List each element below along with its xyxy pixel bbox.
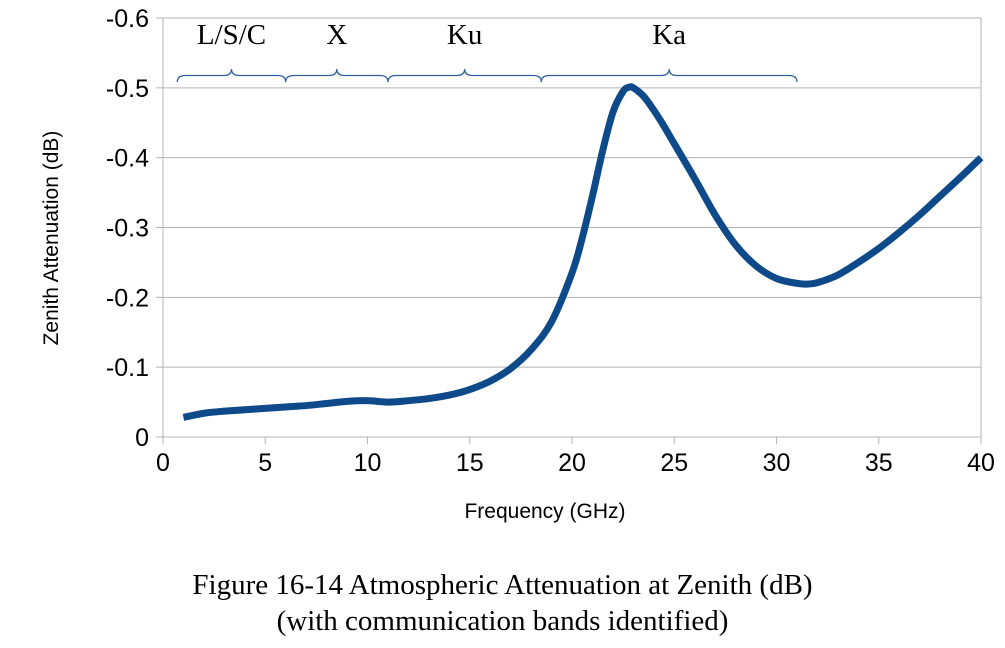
band-brace bbox=[387, 68, 542, 83]
attenuation-chart: 0 -0.1 -0.2 -0.3 -0.4 -0.5 -0.6 0 5 10 15 20 25 30 35… bbox=[40, 5, 995, 523]
band-braces: L/S/C X Ku Ka bbox=[176, 19, 798, 83]
band-label: Ka bbox=[652, 19, 686, 51]
figure-caption-line1: Figure 16-14 Atmospheric Attenuation at … bbox=[192, 569, 813, 601]
series-group bbox=[182, 83, 984, 421]
y-tick-label: -0.1 bbox=[106, 354, 149, 382]
band-label: Ku bbox=[447, 19, 482, 51]
x-tick-label: 30 bbox=[763, 449, 791, 477]
x-tick-label: 10 bbox=[354, 449, 382, 477]
y-tick-label: -0.3 bbox=[106, 215, 149, 243]
y-tick-label: -0.6 bbox=[106, 5, 149, 33]
x-tick-label: 5 bbox=[258, 449, 272, 477]
x-axis-title: Frequency (GHz) bbox=[464, 500, 625, 523]
x-tick-label: 15 bbox=[456, 449, 484, 477]
y-tick-label: -0.5 bbox=[106, 75, 149, 103]
y-tick-label: -0.4 bbox=[106, 145, 149, 173]
axes bbox=[156, 17, 982, 444]
x-tick-label: 25 bbox=[660, 449, 688, 477]
y-tick-label: -0.2 bbox=[106, 284, 149, 312]
x-tick-labels: 0 5 10 15 20 25 30 35 40 bbox=[156, 449, 995, 477]
x-tick-label: 40 bbox=[967, 449, 995, 477]
band-brace bbox=[176, 68, 287, 83]
gridlines bbox=[163, 17, 981, 368]
y-axis-title: Zenith Attenuation (dB) bbox=[40, 131, 63, 346]
y-tick-label: 0 bbox=[135, 424, 149, 452]
x-tick-label: 0 bbox=[156, 449, 170, 477]
band-brace bbox=[285, 68, 389, 83]
band-label: L/S/C bbox=[197, 19, 266, 51]
series-line-0 bbox=[182, 83, 984, 421]
band-brace bbox=[540, 68, 798, 83]
band-label: X bbox=[326, 19, 347, 51]
y-tick-labels: 0 -0.1 -0.2 -0.3 -0.4 -0.5 -0.6 bbox=[106, 5, 149, 452]
figure-caption-line2: (with communication bands identified) bbox=[276, 605, 729, 637]
x-tick-label: 20 bbox=[558, 449, 586, 477]
x-tick-label: 35 bbox=[865, 449, 893, 477]
